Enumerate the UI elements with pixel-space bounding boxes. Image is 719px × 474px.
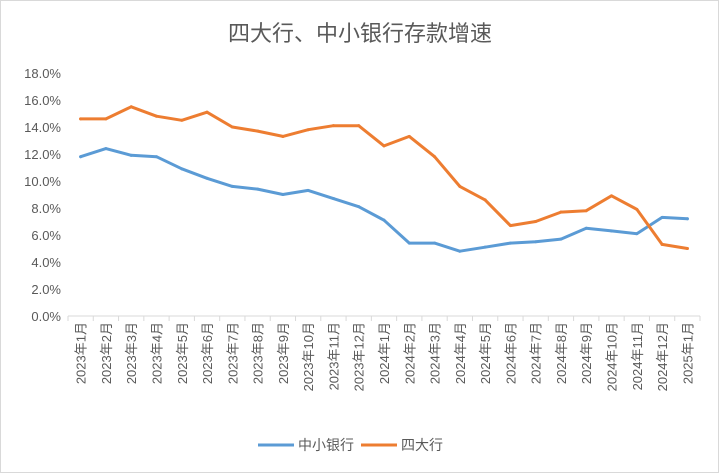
data-point: [230, 184, 234, 188]
x-tick-label: 2023年10月: [301, 322, 316, 391]
x-tick-label: 2024年5月: [478, 322, 493, 384]
data-point: [635, 207, 639, 211]
data-point: [534, 220, 538, 223]
y-tick-label: 0.0%: [31, 309, 61, 324]
y-tick-label: 6.0%: [31, 228, 61, 243]
series-line-1: [79, 105, 689, 250]
data-point: [508, 241, 512, 245]
series-lines: [79, 105, 689, 253]
y-tick-label: 10.0%: [24, 174, 61, 189]
y-tick-label: 2.0%: [31, 282, 61, 297]
data-point: [104, 117, 108, 121]
y-tick-label: 4.0%: [31, 255, 61, 270]
data-point: [534, 240, 538, 244]
data-point: [180, 118, 184, 122]
y-tick-label: 18.0%: [24, 66, 61, 81]
x-tick-label: 2024年7月: [529, 322, 544, 384]
data-point: [483, 198, 487, 202]
x-tick-label: 2023年5月: [175, 322, 190, 384]
x-tick-label: 2024年6月: [503, 322, 518, 384]
y-axis: 0.0% 2.0% 4.0% 6.0% 8.0% 10.0% 12.0% 14.0% 16.0%…: [24, 66, 61, 324]
x-tick-label: 2024年4月: [453, 322, 468, 384]
series-line-0: [79, 147, 689, 253]
x-tick-label: 2023年2月: [99, 322, 114, 384]
data-point: [685, 217, 689, 221]
x-tick-label: 2023年11月: [326, 322, 341, 390]
data-point: [660, 215, 664, 219]
data-point: [129, 105, 133, 109]
data-point: [433, 155, 437, 159]
x-axis: 2023年1月 2023年2月 2023年3月 2023年4月 2023年5月 2023年…: [67, 315, 701, 391]
data-point: [306, 188, 310, 192]
data-point: [407, 241, 411, 245]
legend-label-0: 中小银行: [298, 438, 354, 454]
data-point: [407, 134, 411, 138]
data-point: [180, 167, 184, 171]
data-point: [382, 144, 386, 148]
x-tick-label: 2024年12月: [655, 322, 670, 391]
x-tick-label: 2024年8月: [554, 322, 569, 384]
data-point: [331, 124, 335, 128]
x-tick-label: 2024年1月: [377, 322, 392, 384]
data-point: [306, 128, 310, 132]
x-tick-label: 2023年7月: [225, 322, 240, 384]
x-tick-label: 2023年1月: [74, 322, 89, 384]
data-point: [79, 155, 83, 159]
x-tick-label: 2024年9月: [579, 322, 594, 384]
data-point: [205, 176, 209, 180]
legend: 中小银行 四大行: [258, 438, 443, 454]
x-tick-label: 2023年12月: [352, 322, 367, 391]
y-tick-label: 16.0%: [24, 93, 61, 108]
data-point: [685, 247, 689, 250]
data-point: [458, 249, 462, 253]
data-point: [104, 147, 108, 151]
data-point: [559, 210, 563, 214]
data-point: [610, 229, 614, 233]
y-tick-label: 8.0%: [31, 201, 61, 216]
x-tick-label: 2024年2月: [402, 322, 417, 384]
data-point: [458, 184, 462, 188]
chart-title: 四大行、中小银行存款增速: [228, 22, 492, 47]
data-point: [331, 197, 335, 201]
data-point: [281, 134, 285, 138]
data-point: [610, 194, 614, 198]
data-point: [129, 153, 133, 157]
y-tick-label: 14.0%: [24, 120, 61, 135]
x-tick-label: 2023年9月: [276, 322, 291, 384]
data-point: [483, 245, 487, 249]
data-point: [660, 242, 664, 246]
data-point: [433, 241, 437, 245]
data-point: [382, 218, 386, 222]
x-tick-label: 2024年10月: [605, 322, 620, 391]
x-tick-label: 2023年4月: [149, 322, 164, 384]
data-point: [256, 129, 260, 133]
data-point: [230, 125, 234, 129]
y-tick-label: 12.0%: [24, 147, 61, 162]
data-point: [79, 117, 83, 121]
data-point: [635, 232, 639, 236]
x-tick-label: 2023年3月: [124, 322, 139, 384]
data-point: [559, 237, 563, 241]
data-point: [256, 187, 260, 191]
data-point: [154, 155, 158, 159]
data-point: [508, 224, 512, 228]
data-point: [357, 205, 361, 209]
data-point: [154, 114, 158, 118]
data-point: [281, 193, 285, 196]
legend-label-1: 四大行: [401, 438, 443, 454]
data-point: [584, 226, 588, 230]
x-tick-label: 2023年8月: [251, 322, 266, 384]
x-tick-label: 2023年6月: [200, 322, 215, 384]
data-point: [357, 124, 361, 128]
data-point: [205, 110, 209, 114]
x-tick-label: 2024年11月: [630, 322, 645, 390]
x-tick-label: 2024年3月: [428, 322, 443, 384]
data-point: [584, 209, 588, 213]
x-tick-label: 2025年1月: [680, 322, 695, 384]
